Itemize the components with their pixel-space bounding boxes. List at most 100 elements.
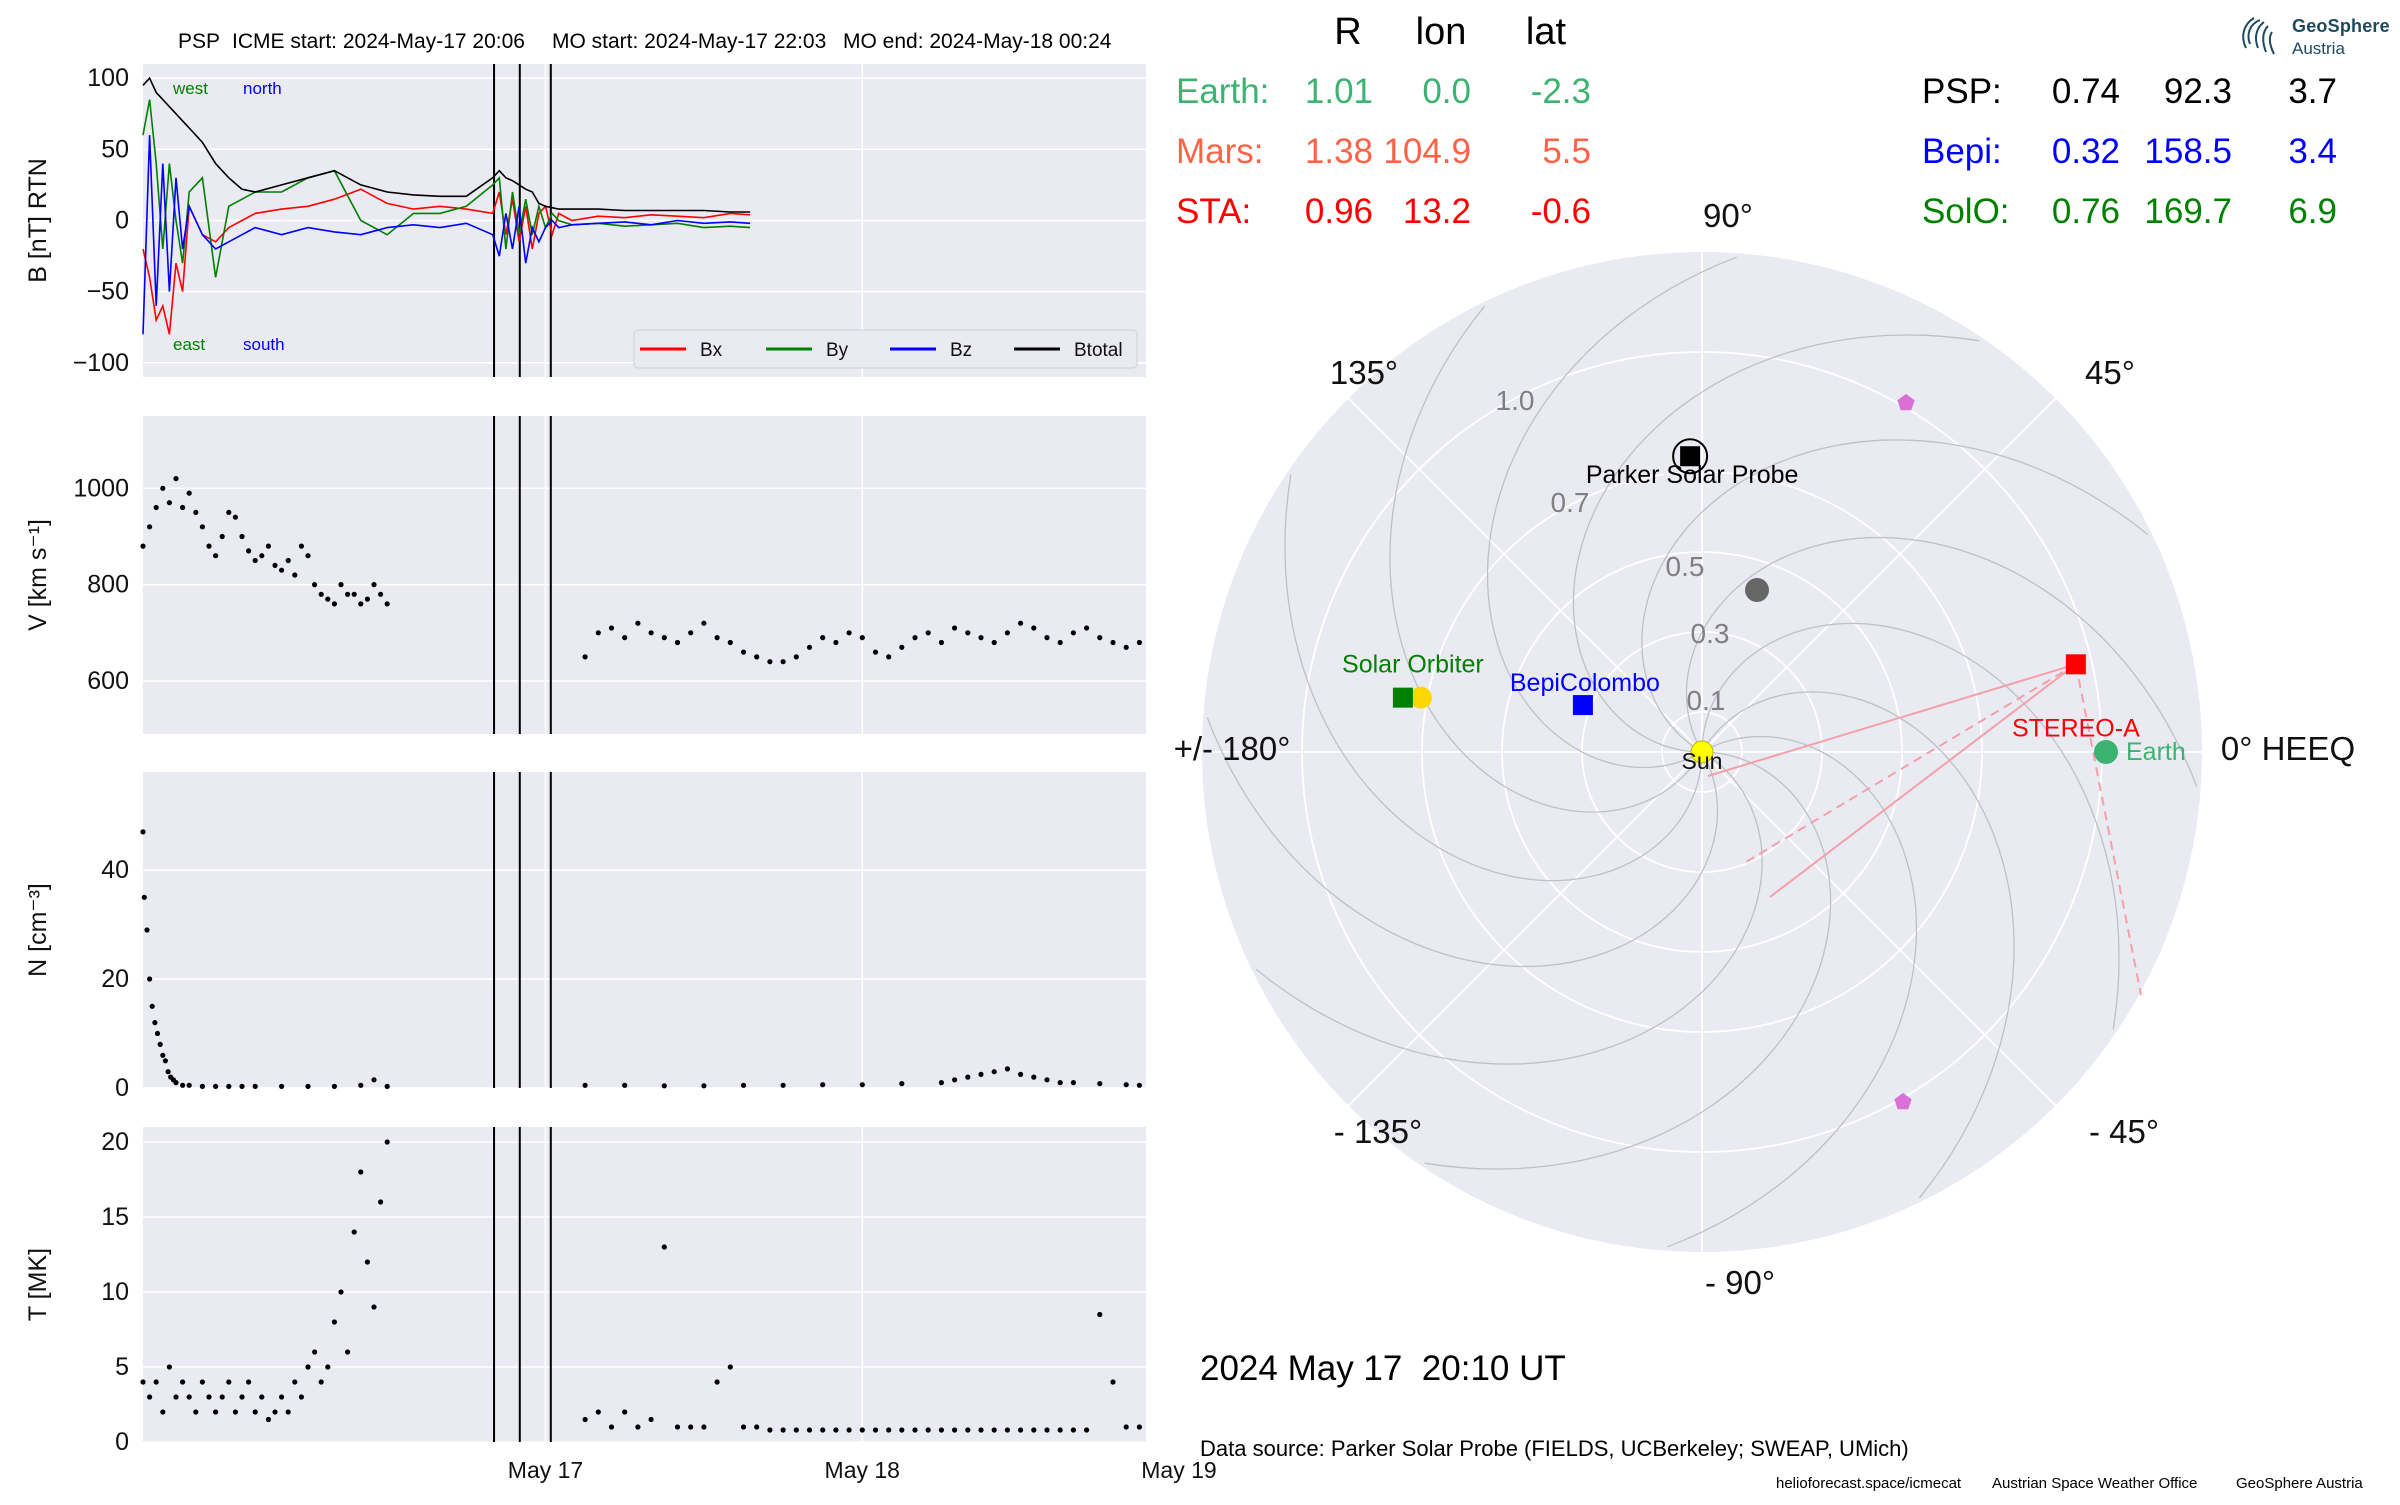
data-point xyxy=(226,509,232,515)
panel-speed: 600 800 1000 V [km s⁻¹] xyxy=(24,416,1146,734)
polar-spoke xyxy=(1347,751,1703,1107)
data-point xyxy=(727,639,733,646)
x-tick-label: May 17 xyxy=(508,1457,583,1483)
parker-spiral-line xyxy=(1206,717,1719,968)
data-point xyxy=(219,533,225,540)
sta-field-line xyxy=(2074,664,2142,996)
y-tick-label: 40 xyxy=(101,856,129,884)
data-point xyxy=(714,1379,720,1385)
data-point xyxy=(912,1427,918,1433)
panel-background xyxy=(143,772,1146,1088)
table-right-label: Bepi: xyxy=(1922,132,2002,171)
data-point xyxy=(141,894,147,900)
data-point xyxy=(186,1082,192,1088)
data-point xyxy=(938,639,945,646)
data-point xyxy=(925,1427,931,1433)
y-tick-label: −50 xyxy=(87,278,129,306)
data-point xyxy=(305,553,311,559)
data-point xyxy=(859,1082,865,1088)
y-tick-label: 15 xyxy=(101,1203,129,1231)
y-tick-label: 800 xyxy=(87,571,129,599)
data-point xyxy=(714,635,720,641)
radial-tick-label: 0.3 xyxy=(1691,618,1730,649)
y-tick-label: 5 xyxy=(115,1353,129,1381)
legend-label-btotal: Btotal xyxy=(1074,340,1123,361)
data-point xyxy=(978,635,984,641)
data-point xyxy=(1018,1427,1024,1433)
x-tick-label: May 19 xyxy=(1141,1457,1216,1483)
data-point xyxy=(213,1409,219,1415)
data-point xyxy=(180,1082,186,1088)
y-tick-label: 0 xyxy=(115,207,129,235)
data-point xyxy=(767,659,773,665)
data-point xyxy=(622,1082,628,1088)
data-point xyxy=(965,1427,971,1433)
body-marker-parker-solar-probe xyxy=(1680,446,1701,467)
data-point xyxy=(688,630,694,636)
data-point xyxy=(279,1394,285,1400)
body-label-parker-solar-probe: Parker Solar Probe xyxy=(1586,461,1799,489)
data-point xyxy=(140,829,146,835)
data-point xyxy=(793,1427,799,1433)
data-point xyxy=(859,1427,865,1433)
data-point xyxy=(305,1364,311,1370)
table-left-lat: 5.5 xyxy=(1542,132,1591,171)
data-point xyxy=(144,927,150,933)
data-point xyxy=(1136,1082,1142,1088)
angle-label: 135° xyxy=(1330,354,1398,391)
data-point xyxy=(886,1427,892,1433)
data-point xyxy=(160,1052,166,1058)
annotation-north: north xyxy=(243,79,282,98)
data-point xyxy=(582,1082,588,1088)
data-point xyxy=(978,1071,984,1077)
data-point xyxy=(285,557,291,564)
data-point xyxy=(767,1427,773,1433)
data-point xyxy=(1018,620,1024,626)
data-point xyxy=(298,1394,304,1400)
data-point xyxy=(364,1259,370,1265)
table-left-lon: 104.9 xyxy=(1383,132,1471,171)
col-header-lon: lon xyxy=(1416,11,1467,53)
data-point xyxy=(219,1394,225,1400)
data-point xyxy=(358,601,364,607)
data-point xyxy=(226,1379,232,1385)
planet-marker xyxy=(1894,1093,1912,1110)
data-point xyxy=(1097,1081,1103,1087)
y-tick-label: 0 xyxy=(115,1428,129,1456)
data-point xyxy=(965,630,971,636)
data-point xyxy=(265,543,271,549)
data-point xyxy=(160,1409,166,1415)
sta-field-line xyxy=(1745,663,2077,863)
body-marker-mars xyxy=(1745,578,1769,602)
table-right-lat: 6.9 xyxy=(2288,192,2337,231)
data-point xyxy=(292,1379,298,1385)
parker-spiral-line xyxy=(1685,536,2198,787)
data-point xyxy=(1057,639,1063,646)
body-marker-earth xyxy=(2094,740,2118,764)
table-right-lon: 158.5 xyxy=(2144,132,2232,171)
data-point xyxy=(213,553,219,559)
y-tick-label: 20 xyxy=(101,1128,129,1156)
data-point xyxy=(378,1199,384,1205)
data-point xyxy=(246,1379,252,1385)
data-point xyxy=(846,1427,852,1433)
data-point xyxy=(318,591,324,597)
timestamp: 2024 May 17 20:10 UT xyxy=(1200,1349,1566,1388)
angle-label: - 45° xyxy=(2089,1113,2159,1150)
data-point xyxy=(153,504,159,511)
y-tick-label: 0 xyxy=(115,1074,129,1102)
data-point xyxy=(1084,625,1090,631)
data-point xyxy=(351,1229,357,1235)
data-point xyxy=(312,1349,318,1355)
y-axis-label: V [km s⁻¹] xyxy=(24,519,52,631)
data-point xyxy=(1004,1066,1011,1072)
parker-spiral-line xyxy=(1572,334,1980,753)
polar-spoke xyxy=(1701,751,2057,1107)
data-point xyxy=(331,1083,337,1089)
data-point xyxy=(259,1394,265,1400)
data-point xyxy=(991,639,997,646)
data-point xyxy=(965,1074,971,1080)
data-point xyxy=(165,1069,171,1075)
data-point xyxy=(688,1424,694,1430)
